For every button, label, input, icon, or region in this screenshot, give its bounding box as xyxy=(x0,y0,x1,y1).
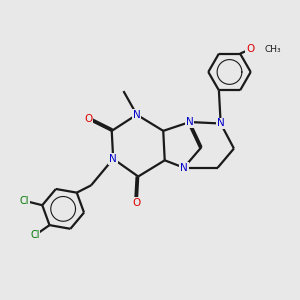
Text: O: O xyxy=(84,114,92,124)
Text: N: N xyxy=(217,118,224,128)
Text: N: N xyxy=(186,117,194,127)
Text: N: N xyxy=(109,154,117,164)
Text: O: O xyxy=(133,198,141,208)
Text: N: N xyxy=(180,163,188,173)
Text: CH₃: CH₃ xyxy=(265,45,281,54)
Text: Cl: Cl xyxy=(20,196,29,206)
Text: N: N xyxy=(133,110,141,120)
Text: Cl: Cl xyxy=(30,230,40,240)
Text: O: O xyxy=(246,44,254,54)
